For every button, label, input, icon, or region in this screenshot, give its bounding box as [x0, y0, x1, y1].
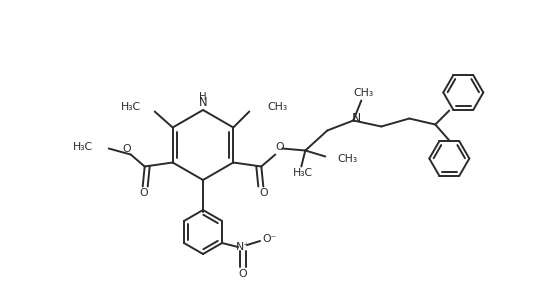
Text: H₃C: H₃C — [120, 102, 141, 113]
Text: O⁻: O⁻ — [263, 234, 277, 244]
Text: O: O — [239, 269, 248, 279]
Text: O: O — [139, 189, 148, 198]
Text: H: H — [199, 92, 207, 102]
Text: O: O — [275, 143, 284, 152]
Text: CH₃: CH₃ — [353, 89, 373, 99]
Text: CH₃: CH₃ — [337, 154, 358, 164]
Text: N: N — [199, 97, 207, 110]
Text: CH₃: CH₃ — [267, 102, 288, 113]
Text: H₃C: H₃C — [73, 141, 93, 151]
Text: O: O — [123, 143, 131, 154]
Text: N⁺: N⁺ — [236, 242, 250, 252]
Text: N: N — [351, 112, 361, 125]
Text: H₃C: H₃C — [293, 168, 314, 178]
Text: O: O — [259, 189, 268, 198]
